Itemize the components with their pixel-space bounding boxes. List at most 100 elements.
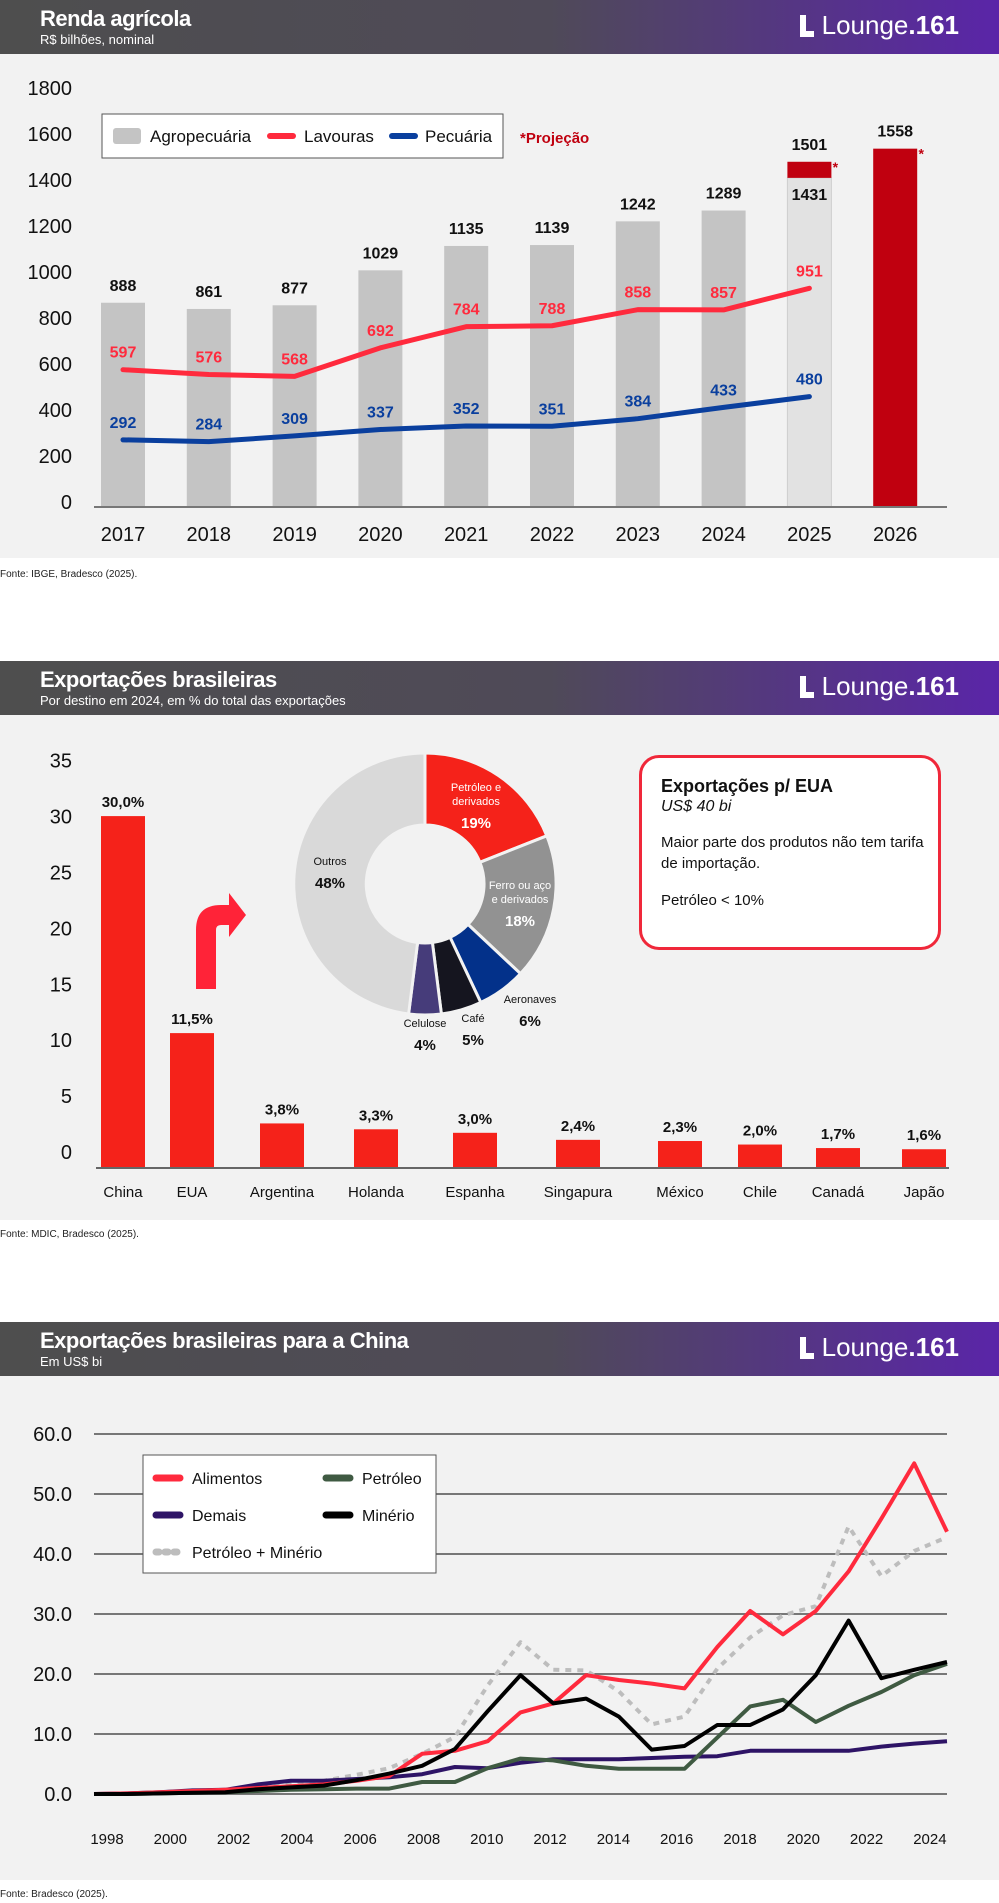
y-tick-label: 0.0 xyxy=(44,1784,72,1806)
bar-chile xyxy=(738,1144,782,1168)
donut-slice-name: Celulose xyxy=(404,1018,447,1030)
legend-label: Demais xyxy=(192,1508,246,1525)
y-tick-label: 800 xyxy=(39,308,72,330)
legend-label: Lavouras xyxy=(304,127,374,146)
bent-arrow-icon xyxy=(196,893,246,989)
line-value-label: 292 xyxy=(110,415,137,432)
donut-slice-value: 19% xyxy=(461,815,491,832)
bar-agropecuaria xyxy=(615,221,660,507)
chart3-source: Fonte: Bradesco (2025). xyxy=(0,1889,108,1900)
line-value-label: 692 xyxy=(367,323,394,340)
y-tick-label: 10 xyxy=(50,1030,72,1052)
bar-holanda xyxy=(354,1129,398,1168)
x-tick-label: 2023 xyxy=(616,524,661,546)
donut-slice xyxy=(292,751,427,1016)
donut-slice-name: e derivados xyxy=(492,894,549,906)
line-value-label: 951 xyxy=(796,263,823,280)
x-tick-label: 2018 xyxy=(187,524,232,546)
donut-slice-name: Outros xyxy=(313,856,347,868)
line-demais xyxy=(93,1739,948,1796)
bar-agropecuaria xyxy=(786,177,832,508)
chart3-title: Exportações brasileiras para a China xyxy=(40,1328,409,1353)
donut-slice-value: 48% xyxy=(315,875,345,892)
y-tick-label: 15 xyxy=(50,974,72,996)
chart1-header: Renda agrícola R$ bilhões, nominal Loung… xyxy=(0,0,999,54)
bar-value-label: 1029 xyxy=(363,245,399,262)
line-value-label: 352 xyxy=(453,401,480,418)
line-petr-leo-min-rio xyxy=(94,1524,948,1796)
logo-text: Lounge xyxy=(821,1332,909,1362)
bar-singapura xyxy=(556,1139,600,1168)
y-tick-label: 20.0 xyxy=(33,1664,72,1686)
x-tick-label: 2016 xyxy=(660,1831,693,1848)
bar-value-label: 1139 xyxy=(535,220,570,237)
bar-agropecuaria xyxy=(272,305,317,507)
bar-value-label: 877 xyxy=(281,280,308,297)
donut-slice-value: 18% xyxy=(505,913,535,930)
bar-value-label: 3,0% xyxy=(458,1111,492,1128)
line-value-label: 309 xyxy=(281,411,308,428)
x-tick-label: 2002 xyxy=(217,1831,250,1848)
bar-agropecuaria xyxy=(358,270,403,507)
legend-box xyxy=(101,113,504,159)
x-tick-label: 2014 xyxy=(597,1831,630,1848)
legend-label: Petróleo + Minério xyxy=(192,1545,322,1562)
bar-agropecuaria xyxy=(530,245,574,507)
x-tick-label: China xyxy=(103,1184,143,1201)
brand-logo: Lounge .161 xyxy=(799,10,959,41)
x-tick-label: 2012 xyxy=(533,1831,566,1848)
line-value-label: 384 xyxy=(624,394,651,411)
y-tick-label: 1200 xyxy=(28,216,73,238)
callout-subtitle: US$ 40 bi xyxy=(661,798,732,815)
chart3-panel xyxy=(0,1322,999,1880)
chart2-header: Exportações brasileiras Por destino em 2… xyxy=(0,661,999,715)
y-tick-label: 25 xyxy=(50,863,72,885)
y-tick-label: 10.0 xyxy=(33,1724,72,1746)
x-tick-label: 2022 xyxy=(850,1831,883,1848)
donut-slice xyxy=(423,751,549,865)
bar-value-label: 1,7% xyxy=(821,1126,855,1143)
line-value-label: 480 xyxy=(796,372,823,389)
chart3-subtitle: Em US$ bi xyxy=(40,1354,103,1369)
line-value-label: 568 xyxy=(281,351,308,368)
x-tick-label: Chile xyxy=(743,1184,777,1201)
brand-logo: Lounge .161 xyxy=(799,1332,959,1363)
x-tick-label: Japão xyxy=(904,1184,945,1201)
bar-value-label: 1431 xyxy=(792,187,828,204)
donut-slice-value: 5% xyxy=(462,1032,484,1049)
bar-value-label: 861 xyxy=(195,284,222,301)
bar-value-label: 1501 xyxy=(792,137,828,154)
donut-slice-name: Café xyxy=(461,1013,484,1025)
y-tick-label: 1000 xyxy=(28,262,73,284)
bar-value-label: 3,3% xyxy=(359,1107,393,1124)
bar-value-label: 1242 xyxy=(620,196,656,213)
line-petr-leo xyxy=(94,1661,948,1796)
x-tick-label: 2004 xyxy=(280,1831,313,1848)
legend-swatch-agropecuaria xyxy=(113,128,141,144)
bar-value-label: 1289 xyxy=(706,186,742,203)
x-tick-label: 2021 xyxy=(444,524,489,546)
legend-label: Agropecuária xyxy=(150,127,252,146)
bar-japão xyxy=(902,1149,946,1168)
bar-espanha xyxy=(453,1132,497,1168)
x-tick-label: Canadá xyxy=(812,1184,865,1201)
y-tick-label: 200 xyxy=(39,446,72,468)
x-tick-label: 2020 xyxy=(358,524,403,546)
x-tick-label: Espanha xyxy=(445,1184,505,1201)
line-value-label: 858 xyxy=(624,285,651,302)
logo-icon xyxy=(799,14,816,37)
bar-agropecuaria xyxy=(186,308,231,507)
bar-value-label: 1,6% xyxy=(907,1127,941,1144)
bar-projection-2025 xyxy=(787,161,832,178)
x-tick-label: 2017 xyxy=(101,524,146,546)
x-tick-label: 2025 xyxy=(787,524,832,546)
x-tick-label: 2020 xyxy=(787,1831,820,1848)
chart1-title: Renda agrícola xyxy=(40,6,191,31)
legend-label: Petróleo xyxy=(362,1471,422,1488)
donut-slice-value: 6% xyxy=(519,1013,541,1030)
x-tick-label: 2018 xyxy=(723,1831,756,1848)
bar-value-label: 3,8% xyxy=(265,1101,299,1118)
chart2-source: Fonte: MDIC, Bradesco (2025). xyxy=(0,1229,139,1240)
logo-suffix: .161 xyxy=(908,1332,959,1362)
